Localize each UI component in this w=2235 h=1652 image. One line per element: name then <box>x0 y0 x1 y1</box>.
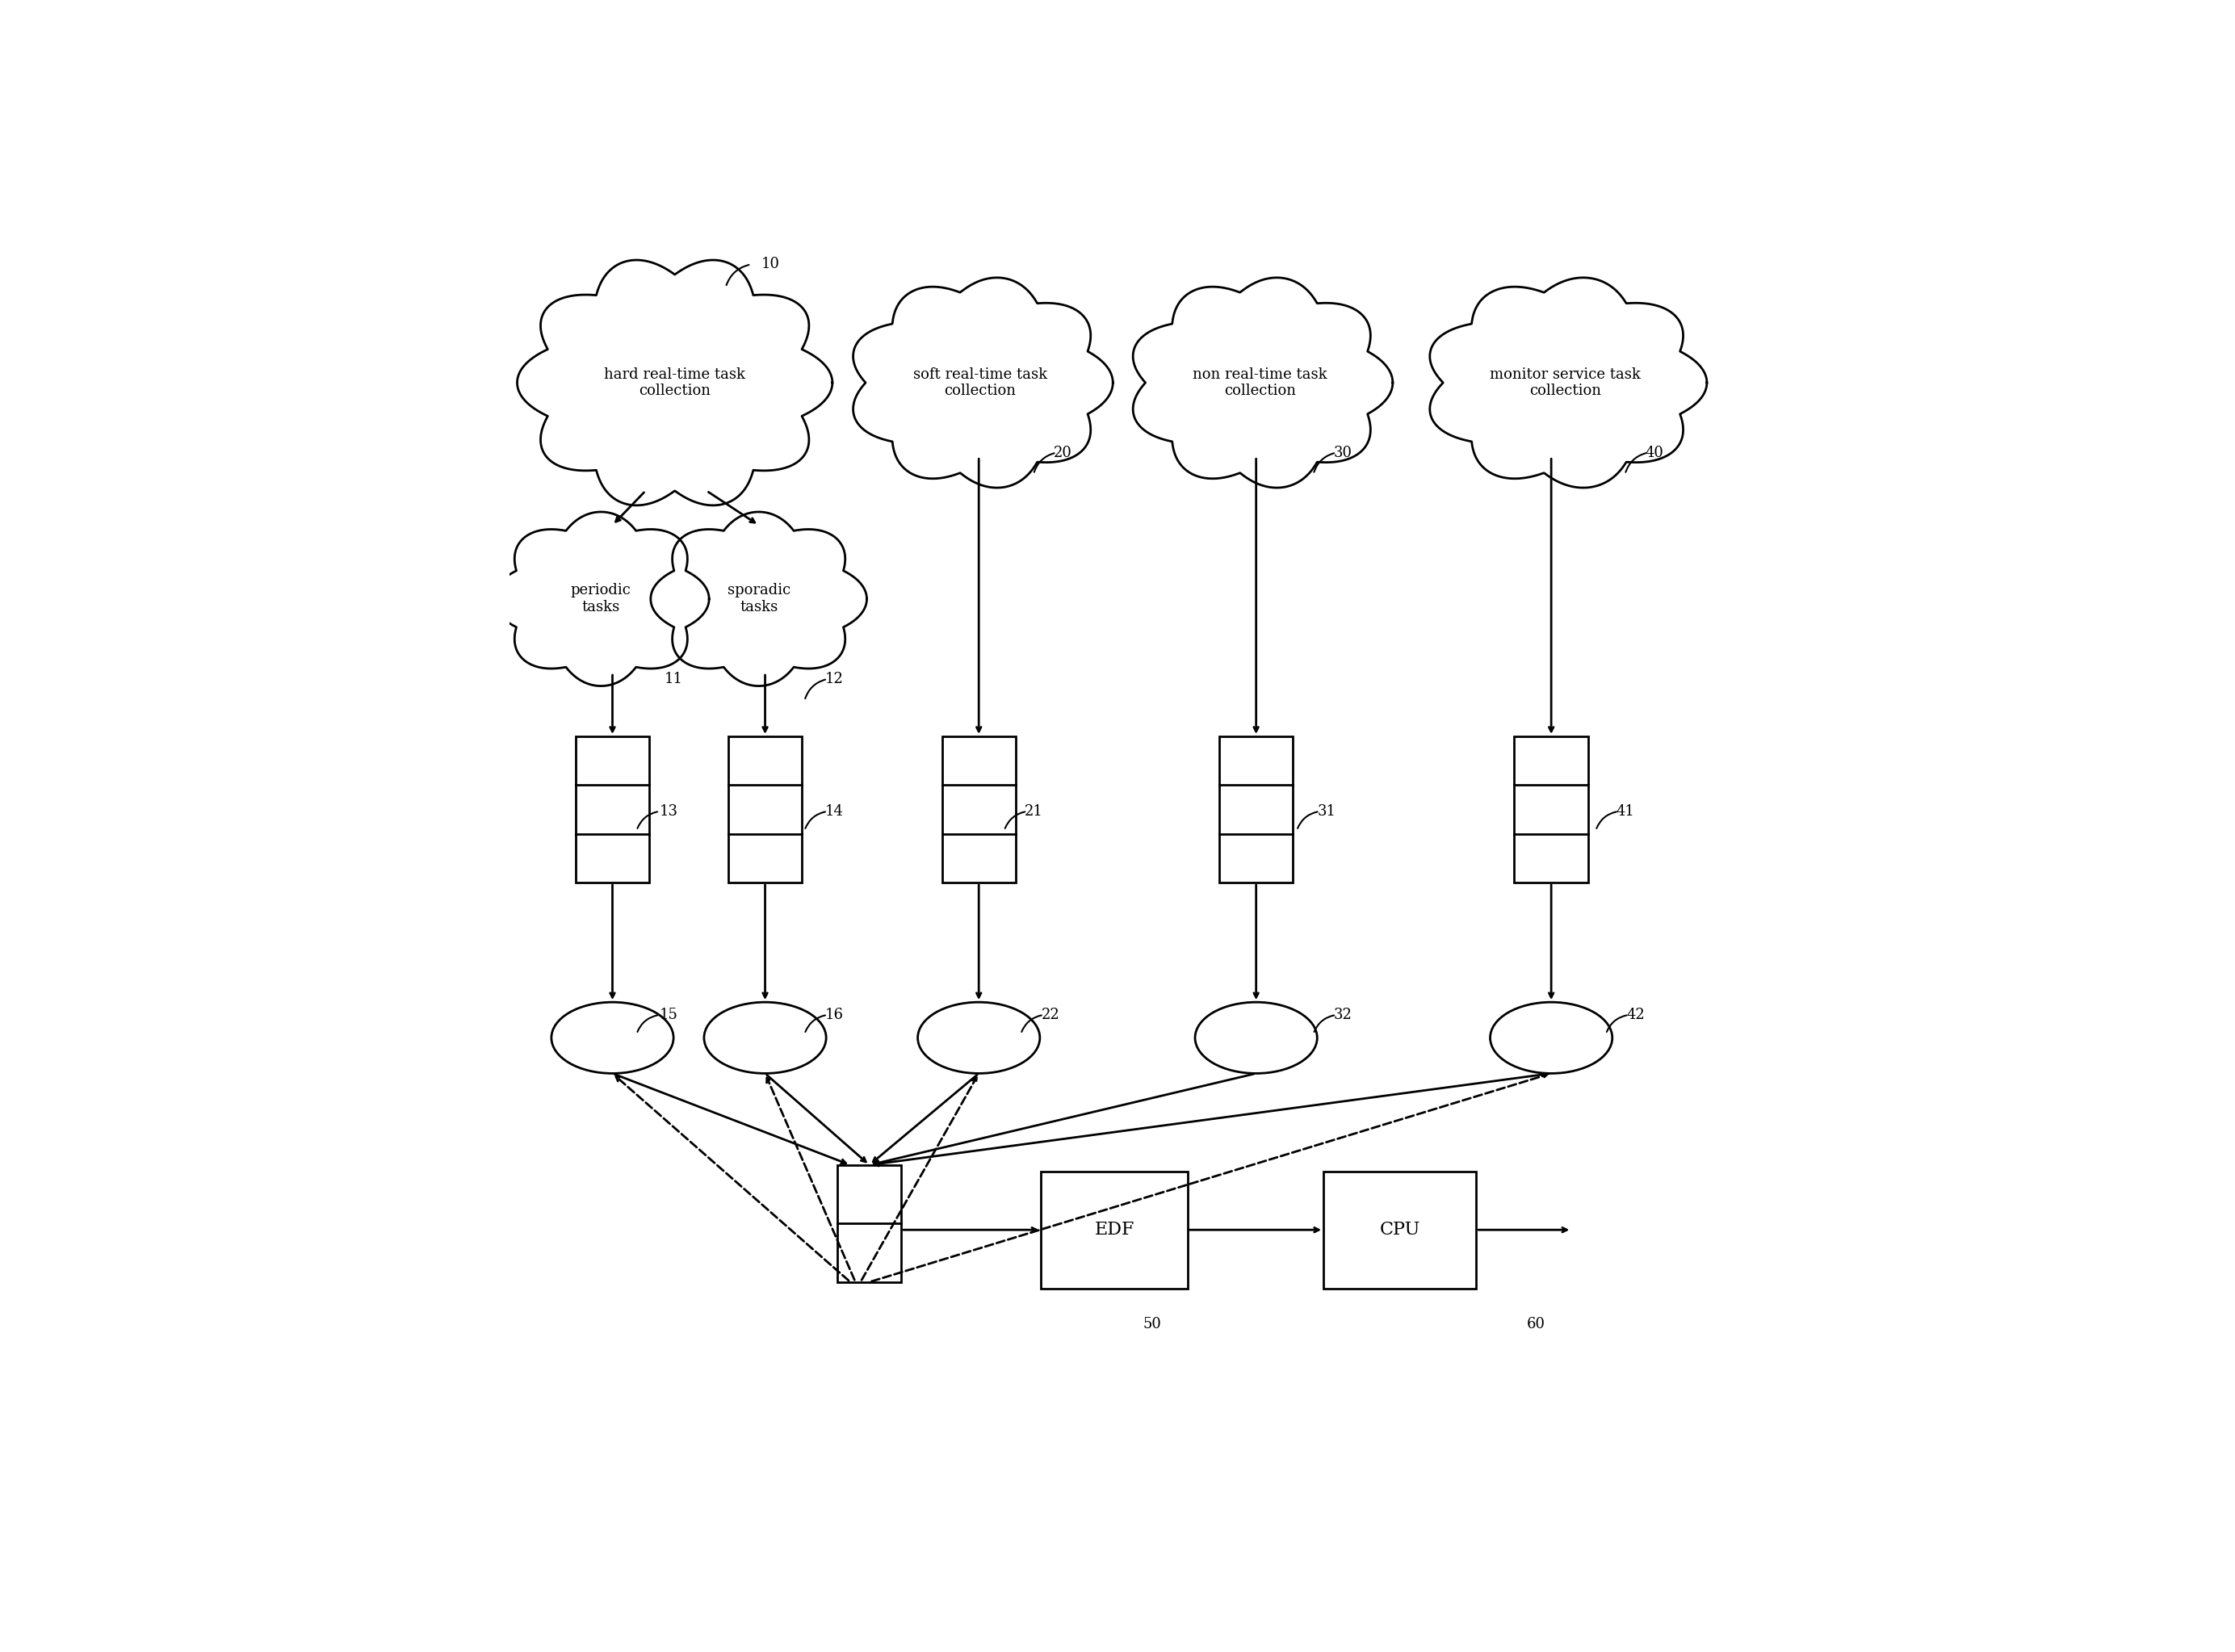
Bar <box>1323 1171 1475 1289</box>
Text: 30: 30 <box>1334 446 1352 459</box>
Bar <box>1515 737 1589 882</box>
Ellipse shape <box>552 1003 673 1074</box>
Polygon shape <box>516 259 831 506</box>
Text: 22: 22 <box>1042 1008 1059 1023</box>
Text: periodic
tasks: periodic tasks <box>570 583 630 615</box>
Polygon shape <box>650 512 867 686</box>
Text: 21: 21 <box>1024 805 1044 819</box>
Text: sporadic
tasks: sporadic tasks <box>726 583 791 615</box>
Bar <box>941 737 1015 882</box>
Text: 15: 15 <box>659 1008 677 1023</box>
Text: non real-time task
collection: non real-time task collection <box>1193 367 1328 398</box>
Text: 14: 14 <box>825 805 843 819</box>
Bar <box>1220 737 1294 882</box>
Polygon shape <box>494 512 708 686</box>
Text: 31: 31 <box>1316 805 1337 819</box>
Bar <box>729 737 802 882</box>
Text: EDF: EDF <box>1095 1221 1135 1239</box>
Ellipse shape <box>1196 1003 1316 1074</box>
Polygon shape <box>1430 278 1708 487</box>
Text: CPU: CPU <box>1379 1221 1419 1239</box>
Text: 20: 20 <box>1055 446 1073 459</box>
Bar <box>577 737 650 882</box>
Text: monitor service task
collection: monitor service task collection <box>1491 367 1640 398</box>
Text: hard real-time task
collection: hard real-time task collection <box>603 367 746 398</box>
Text: 42: 42 <box>1627 1008 1645 1023</box>
Text: 11: 11 <box>664 672 684 686</box>
Ellipse shape <box>919 1003 1039 1074</box>
Text: 13: 13 <box>659 805 677 819</box>
Text: 60: 60 <box>1527 1317 1547 1332</box>
Text: 50: 50 <box>1142 1317 1162 1332</box>
Polygon shape <box>1133 278 1392 487</box>
Text: 32: 32 <box>1334 1008 1352 1023</box>
Polygon shape <box>854 278 1113 487</box>
Text: 12: 12 <box>825 672 843 686</box>
Bar <box>1042 1171 1187 1289</box>
Ellipse shape <box>704 1003 827 1074</box>
Text: 16: 16 <box>825 1008 843 1023</box>
Text: 41: 41 <box>1616 805 1634 819</box>
Ellipse shape <box>1491 1003 1611 1074</box>
Text: 10: 10 <box>762 258 780 271</box>
Text: soft real-time task
collection: soft real-time task collection <box>914 367 1048 398</box>
Bar <box>838 1165 901 1282</box>
Text: 40: 40 <box>1645 446 1663 459</box>
